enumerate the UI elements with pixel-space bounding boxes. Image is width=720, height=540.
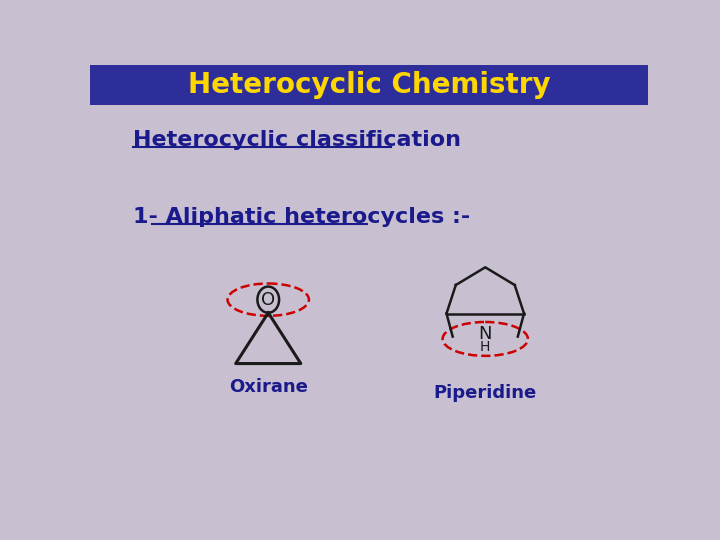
Text: N: N [479, 325, 492, 343]
Text: O: O [261, 291, 275, 309]
Text: Piperidine: Piperidine [433, 384, 537, 402]
Bar [90, 65, 648, 105]
Text: Heterocyclic Chemistry: Heterocyclic Chemistry [188, 71, 550, 99]
Text: H: H [480, 340, 490, 354]
Text: Oxirane: Oxirane [229, 377, 307, 396]
Text: Heterocyclic classification: Heterocyclic classification [132, 130, 461, 150]
Text: 1- Aliphatic heterocycles :-: 1- Aliphatic heterocycles :- [132, 207, 470, 227]
